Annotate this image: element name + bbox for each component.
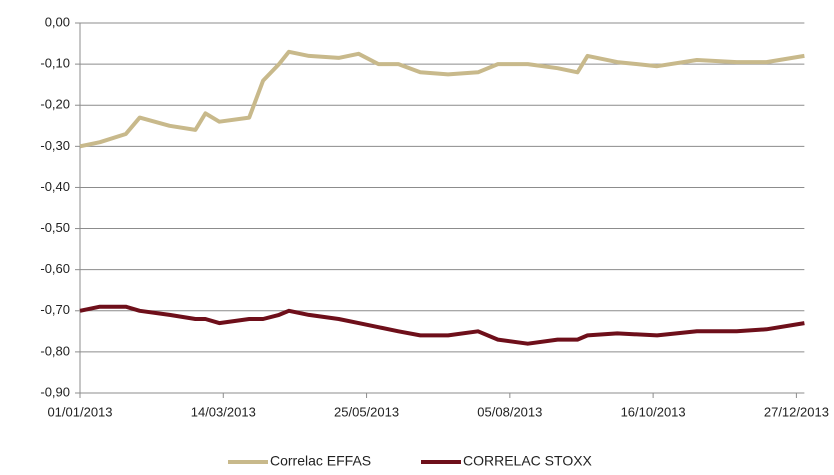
y-tick-label: -0,20 [40, 97, 70, 112]
legend-label: CORRELAC STOXX [463, 453, 593, 469]
y-tick-label: -0,10 [40, 56, 70, 71]
legend-label: Correlac EFFAS [270, 453, 371, 469]
y-tick-label: -0,90 [40, 384, 70, 399]
series-line [79, 49, 805, 149]
x-tick-label: 25/05/2013 [334, 404, 399, 419]
y-tick-label: -0,30 [40, 138, 70, 153]
x-tick-label: 05/08/2013 [477, 404, 542, 419]
y-tick-label: -0,80 [40, 343, 70, 358]
x-tick-label: 16/10/2013 [621, 404, 686, 419]
x-tick-label: 01/01/2013 [47, 404, 112, 419]
y-tick-label: -0,60 [40, 261, 70, 276]
series-line [79, 304, 805, 346]
y-tick-label: -0,50 [40, 220, 70, 235]
x-tick-label: 27/12/2013 [764, 404, 829, 419]
y-tick-label: -0,40 [40, 179, 70, 194]
x-tick-label: 14/03/2013 [191, 404, 256, 419]
y-tick-label: -0,70 [40, 302, 70, 317]
y-tick-label: 0,00 [45, 14, 70, 29]
